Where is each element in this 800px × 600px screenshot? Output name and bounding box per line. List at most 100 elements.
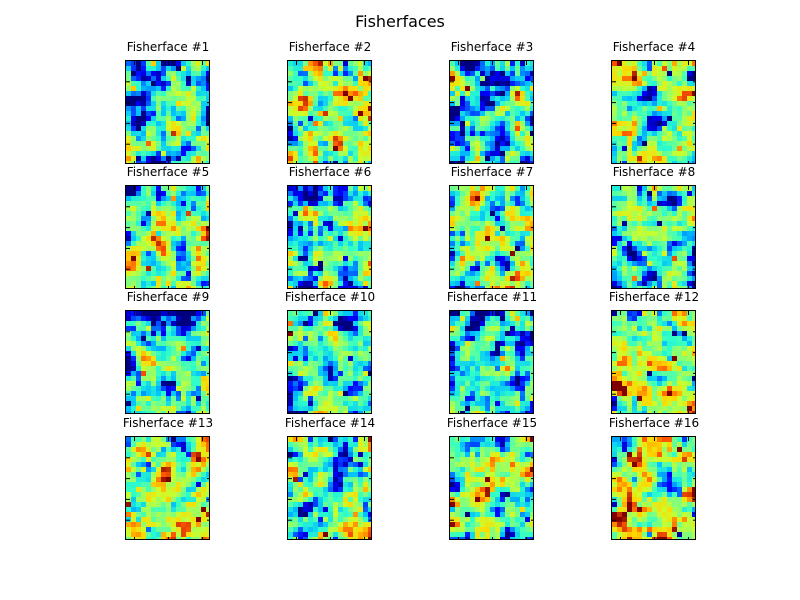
heatmap-cell xyxy=(196,411,201,413)
heatmap-cell xyxy=(353,396,358,401)
panel-title: Fisherface #6 xyxy=(288,165,372,179)
heatmap-cell xyxy=(298,156,303,161)
heatmap-cell xyxy=(672,311,677,316)
heatmap-cell xyxy=(156,266,161,271)
heatmap-cell xyxy=(191,391,196,396)
heatmap-cell xyxy=(692,376,695,381)
heatmap-cell xyxy=(161,396,166,401)
heatmap-cell xyxy=(156,186,161,191)
heatmap-cell xyxy=(288,221,293,226)
heatmap-cell xyxy=(642,371,647,376)
heatmap-cell xyxy=(510,121,515,126)
heatmap-cell xyxy=(156,86,161,91)
heatmap-cell xyxy=(201,141,206,146)
heatmap-cell xyxy=(647,101,652,106)
heatmap-cell xyxy=(186,126,191,131)
heatmap-cell xyxy=(627,201,632,206)
heatmap-cell xyxy=(677,156,682,161)
heatmap-cell xyxy=(692,91,695,96)
heatmap-cell xyxy=(176,216,181,221)
heatmap-cell xyxy=(667,216,672,221)
heatmap-cell xyxy=(141,457,146,462)
heatmap-cell xyxy=(206,66,209,71)
heatmap-cell xyxy=(156,71,161,76)
heatmap-cell xyxy=(677,361,682,366)
heatmap-cell xyxy=(525,136,530,141)
heatmap-cell xyxy=(632,386,637,391)
heatmap-cell xyxy=(206,231,209,236)
heatmap-cell xyxy=(201,186,206,191)
heatmap-cell xyxy=(368,211,371,216)
heatmap-cell xyxy=(206,346,209,351)
heatmap-cell xyxy=(206,391,209,396)
heatmap-cell xyxy=(460,281,465,286)
heatmap-cell xyxy=(303,286,308,288)
heatmap-cell xyxy=(490,356,495,361)
heatmap-cell xyxy=(161,271,166,276)
heatmap-cell xyxy=(510,326,515,331)
heatmap-cell xyxy=(166,221,171,226)
heatmap-cell xyxy=(460,261,465,266)
heatmap-cell xyxy=(313,411,318,413)
heatmap-cell xyxy=(348,326,353,331)
heatmap-cell xyxy=(191,351,196,356)
heatmap-cell xyxy=(642,256,647,261)
heatmap-cell xyxy=(151,256,156,261)
heatmap-cell xyxy=(465,366,470,371)
heatmap-cell xyxy=(495,366,500,371)
heatmap-cell xyxy=(632,206,637,211)
heatmap-cell xyxy=(682,286,687,288)
heatmap-cell xyxy=(455,341,460,346)
heatmap-cell xyxy=(298,346,303,351)
heatmap-cell xyxy=(622,216,627,221)
heatmap-cell xyxy=(161,101,166,106)
heatmap-cell xyxy=(176,346,181,351)
heatmap-cell xyxy=(520,381,525,386)
heatmap-cell xyxy=(126,447,131,452)
heatmap-cell xyxy=(480,396,485,401)
heatmap-cell xyxy=(196,101,201,106)
heatmap-cell xyxy=(166,281,171,286)
heatmap-cell xyxy=(505,126,510,131)
heatmap-cell xyxy=(196,442,201,447)
heatmap-cell xyxy=(171,311,176,316)
heatmap-cell xyxy=(333,321,338,326)
heatmap-cell xyxy=(353,442,358,447)
heatmap-cell xyxy=(151,106,156,111)
heatmap-cell xyxy=(323,391,328,396)
heatmap-cell xyxy=(196,146,201,151)
heatmap-cell xyxy=(333,81,338,86)
heatmap-cell xyxy=(323,381,328,386)
heatmap-cell xyxy=(196,472,201,477)
heatmap-cell xyxy=(510,366,515,371)
heatmap-cell xyxy=(632,126,637,131)
heatmap-cell xyxy=(201,256,206,261)
heatmap-cell xyxy=(171,231,176,236)
heatmap-cell xyxy=(368,386,371,391)
heatmap-cell xyxy=(343,226,348,231)
heatmap-cell xyxy=(206,492,209,497)
heatmap-cell xyxy=(328,462,333,467)
heatmap-cell xyxy=(485,251,490,256)
heatmap-cell xyxy=(161,251,166,256)
heatmap-cell xyxy=(525,196,530,201)
heatmap-cell xyxy=(323,311,328,316)
heatmap-cell xyxy=(515,121,520,126)
heatmap-cell xyxy=(353,311,358,316)
heatmap-cell xyxy=(206,221,209,226)
heatmap-cell xyxy=(333,201,338,206)
heatmap-cell xyxy=(176,477,181,482)
heatmap-cell xyxy=(617,126,622,131)
heatmap-cell xyxy=(146,462,151,467)
heatmap-cell xyxy=(480,196,485,201)
heatmap-cell xyxy=(338,91,343,96)
heatmap-cell xyxy=(692,161,695,163)
heatmap-cell xyxy=(323,256,328,261)
heatmap-cell xyxy=(672,186,677,191)
heatmap-cell xyxy=(201,391,206,396)
heatmap-cell xyxy=(662,211,667,216)
heatmap-cell xyxy=(495,206,500,211)
heatmap-cell xyxy=(136,221,141,226)
heatmap-cell xyxy=(313,106,318,111)
heatmap-cell xyxy=(196,191,201,196)
